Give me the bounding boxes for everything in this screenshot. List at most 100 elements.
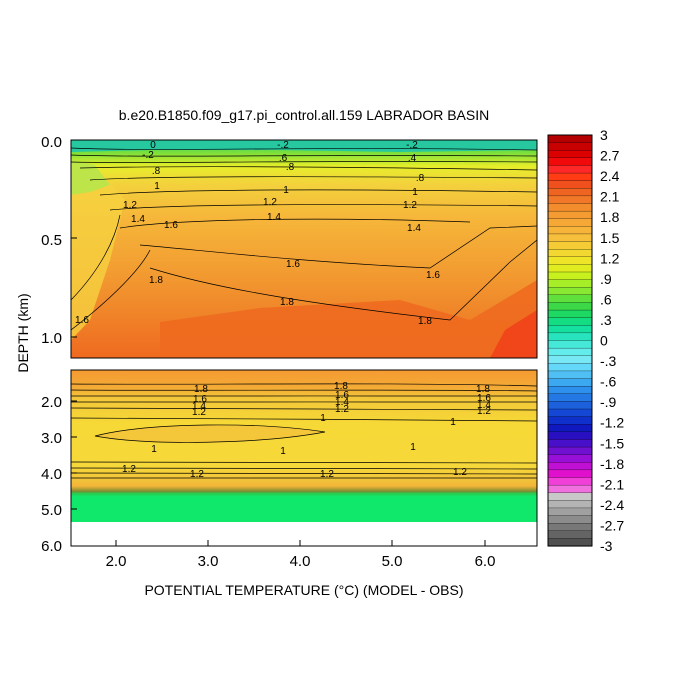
colorbar-tick-label: 2.7 xyxy=(600,148,620,164)
contour-label: 1.6 xyxy=(164,220,178,231)
contour-label: 1.8 xyxy=(418,316,432,327)
contour-label: 1.8 xyxy=(149,275,163,286)
upper-panel-frame xyxy=(70,139,538,359)
colorbar-tick-label: 1.5 xyxy=(600,230,620,246)
contour-label: 1.2 xyxy=(335,404,349,415)
colorbar-swatch xyxy=(547,378,593,387)
colorbar-swatch xyxy=(547,439,593,448)
lower-panel-empty-bottom xyxy=(71,522,537,546)
contour-label: 1.4 xyxy=(267,212,281,223)
upper-left-green-region xyxy=(71,160,110,195)
contour-label: 1 xyxy=(283,185,289,196)
y-tick-label: 6.0 xyxy=(41,538,62,555)
colorbar-swatch xyxy=(547,363,593,372)
upper-warm-region xyxy=(160,280,537,358)
colorbar-swatch xyxy=(547,340,593,349)
colorbar-swatch xyxy=(547,484,593,494)
colorbar-tick-label: 1.8 xyxy=(600,209,620,225)
contour-label: 1.2 xyxy=(320,469,334,480)
colorbar-swatch xyxy=(547,195,593,205)
colorbar-tick-label: -3 xyxy=(600,538,613,554)
colorbar-swatch xyxy=(547,142,593,151)
contour-label: 1.4 xyxy=(131,214,145,225)
lower-y-axis: 2.0 3.0 4.0 5.0 6.0 xyxy=(41,394,77,555)
colorbar-swatch xyxy=(547,264,593,273)
contour-label: 1 xyxy=(151,444,157,455)
y-tick-label: 1.0 xyxy=(41,330,62,347)
colorbar-swatch xyxy=(547,408,593,418)
colorbar-swatch xyxy=(547,500,593,509)
contour-label: 1 xyxy=(154,181,160,192)
colorbar-swatch xyxy=(547,279,593,288)
contour-label: 1.8 xyxy=(280,297,294,308)
colorbar-swatch xyxy=(547,386,593,395)
colorbar-tick-label: 2.4 xyxy=(600,168,620,184)
upper-left-cool-region xyxy=(71,170,125,340)
colorbar-swatch xyxy=(547,165,593,174)
colorbar-frame xyxy=(547,134,593,547)
contour-label: 1 xyxy=(450,417,456,428)
colorbar-tick-label: -.9 xyxy=(600,394,617,410)
contour-label: 0 xyxy=(150,140,156,151)
colorbar-tick-label: .3 xyxy=(600,312,612,328)
x-axis: 2.0 3.0 4.0 5.0 6.0 xyxy=(106,540,495,570)
x-tick-label: 4.0 xyxy=(290,553,311,570)
contour-label: 1.8 xyxy=(334,381,348,392)
contour-label: 1.4 xyxy=(407,223,421,234)
colorbar-swatch xyxy=(547,507,593,517)
colorbar-tick-label: -1.2 xyxy=(600,415,624,431)
colorbar-tick-label: 3 xyxy=(600,127,608,143)
x-tick-label: 5.0 xyxy=(382,553,403,570)
contour-label: .8 xyxy=(152,166,161,177)
upper-surface-cyan xyxy=(71,140,537,152)
colorbar-swatch xyxy=(547,370,593,380)
y-tick-label: 3.0 xyxy=(41,430,62,447)
colorbar-swatch xyxy=(547,218,593,227)
colorbar-swatch xyxy=(547,210,593,220)
contour-label: 1.2 xyxy=(122,464,136,475)
contour-label: 1.2 xyxy=(477,406,491,417)
colorbar-swatch xyxy=(547,188,593,197)
contour-label: .6 xyxy=(279,153,288,164)
colorbar-swatch xyxy=(547,256,593,265)
contour-label: 1.6 xyxy=(75,315,89,326)
contour-label: 1.6 xyxy=(335,390,349,401)
colorbar-swatch xyxy=(547,287,593,296)
colorbar-tick-label: 0 xyxy=(600,333,608,349)
colorbar-swatch xyxy=(547,431,593,440)
contour-label: 1 xyxy=(412,187,418,198)
contour-label: 1.2 xyxy=(123,200,137,211)
colorbar-tick-label: -1.8 xyxy=(600,456,624,472)
colorbar-swatch xyxy=(547,462,593,471)
contour-label: -.2 xyxy=(277,140,289,151)
contour-label: 1.2 xyxy=(263,197,277,208)
contour-label: 1.6 xyxy=(286,259,300,270)
contour-label: 1.2 xyxy=(453,467,467,478)
colorbar-swatch xyxy=(547,157,593,166)
y-tick-label: 2.0 xyxy=(41,394,62,411)
colorbar-tick-label: -2.4 xyxy=(600,497,624,513)
upper-hot-region xyxy=(490,310,537,358)
colorbar-swatch xyxy=(547,271,593,281)
upper-panel xyxy=(71,140,537,358)
colorbar-swatch xyxy=(547,180,593,189)
contour-label: 1.8 xyxy=(194,384,208,395)
lower-contour-label-group: 1.8 1.6 1.4 1.2 1.8 1.6 1.4 1.2 1.8 1.6 … xyxy=(122,381,491,480)
colorbar-tick-label: -.6 xyxy=(600,374,617,390)
contour-label: .4 xyxy=(408,153,417,164)
colorbar-tick-label: -.3 xyxy=(600,353,617,369)
colorbar-swatch xyxy=(547,492,593,501)
lower-contour-lines xyxy=(71,383,537,479)
colorbar-swatch xyxy=(547,332,593,342)
contour-label: .8 xyxy=(286,162,295,173)
contour-label: 1.6 xyxy=(193,394,207,405)
colorbar-tick-label: .6 xyxy=(600,291,612,307)
contour-label: -.2 xyxy=(142,150,154,161)
colorbar-swatch xyxy=(547,302,593,311)
colorbar-swatch xyxy=(547,347,593,357)
contour-label: 1.2 xyxy=(403,200,417,211)
upper-contour-label-group: 0 -.2 .8 1 1.2 1.4 1.6 1.8 1.6 -.2 .6 .8… xyxy=(75,140,440,327)
colorbar-swatch xyxy=(547,530,593,539)
colorbar-swatch xyxy=(547,226,593,235)
y-tick-label: 5.0 xyxy=(41,502,62,519)
